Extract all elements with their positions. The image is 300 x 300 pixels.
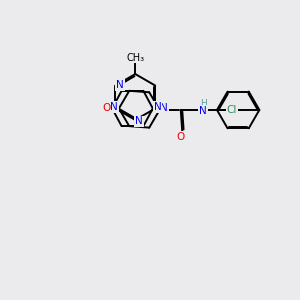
- Text: Cl: Cl: [226, 105, 237, 115]
- Text: N: N: [110, 102, 118, 112]
- Text: O: O: [177, 132, 185, 142]
- Text: N: N: [154, 102, 161, 112]
- Text: CH₃: CH₃: [126, 52, 144, 62]
- Text: N: N: [135, 116, 143, 126]
- Text: O: O: [102, 103, 110, 113]
- Text: N: N: [116, 80, 124, 90]
- Text: N: N: [199, 106, 207, 116]
- Text: N: N: [160, 103, 168, 113]
- Text: H: H: [200, 99, 206, 108]
